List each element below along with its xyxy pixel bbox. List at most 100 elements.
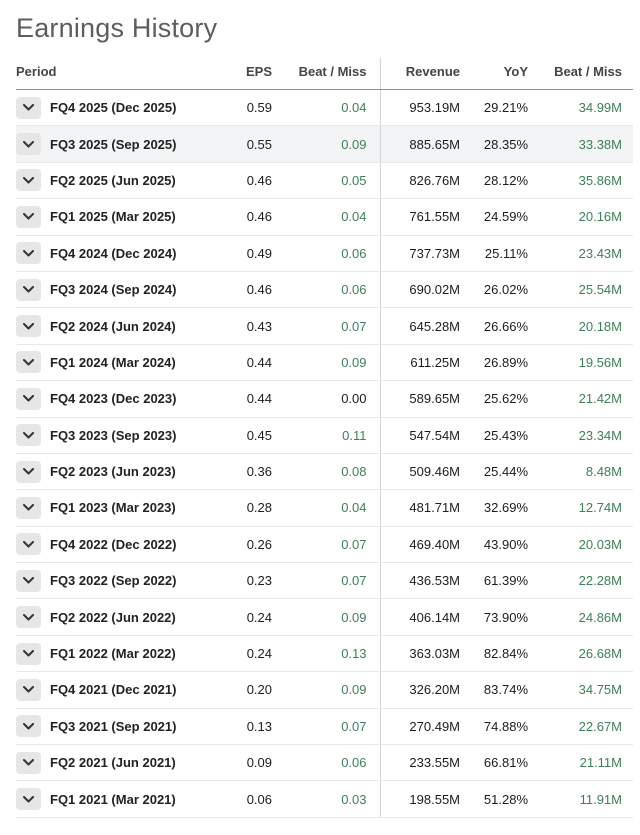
expand-row-button[interactable] (16, 642, 41, 665)
period-label: FQ4 2021 (Dec 2021) (50, 682, 177, 698)
period-label: FQ1 2025 (Mar 2025) (50, 209, 176, 225)
expand-row-button[interactable] (16, 678, 41, 701)
eps-value: 0.24 (176, 635, 272, 673)
yoy-value: 66.81% (460, 744, 528, 782)
eps-value: 0.36 (176, 453, 272, 491)
table-row: FQ4 2022 (Dec 2022) 0.26 0.07 469.40M 43… (16, 526, 633, 564)
eps-value: 0.24 (176, 598, 272, 636)
chevron-down-icon (23, 577, 34, 584)
period-label: FQ1 2024 (Mar 2024) (50, 354, 176, 370)
revenue-beat-value: 12.74M (528, 489, 633, 527)
expand-row-button[interactable] (16, 315, 41, 338)
eps-value: 0.13 (176, 708, 272, 746)
chevron-down-icon (23, 176, 34, 184)
table-row: FQ2 2021 (Jun 2021) 0.09 0.06 233.55M 66… (16, 744, 633, 782)
yoy-value: 25.43% (460, 417, 528, 454)
revenue-beat-value: 23.34M (528, 417, 633, 454)
chevron-down-icon (23, 540, 34, 548)
yoy-value: 51.28% (460, 780, 528, 818)
chevron-down-icon (23, 395, 34, 402)
table-row: FQ4 2021 (Dec 2021) 0.20 0.09 326.20M 83… (16, 671, 633, 709)
eps-value: 0.43 (176, 307, 272, 345)
eps-beat-value: 0.04 (272, 198, 380, 236)
expand-row-button[interactable] (16, 751, 41, 774)
eps-beat-value: 0.09 (272, 598, 380, 636)
yoy-value: 83.74% (460, 671, 528, 709)
revenue-beat-value: 20.18M (528, 307, 633, 345)
eps-beat-value: 0.07 (272, 562, 380, 600)
period-label: FQ1 2023 (Mar 2023) (50, 500, 176, 516)
revenue-value: 885.65M (379, 125, 460, 163)
yoy-value: 82.84% (460, 635, 528, 673)
revenue-value: 737.73M (379, 235, 460, 272)
eps-value: 0.59 (176, 89, 272, 127)
eps-value: 0.09 (176, 744, 272, 782)
chevron-down-icon (23, 249, 34, 257)
eps-value: 0.49 (176, 235, 272, 272)
expand-row-button[interactable] (16, 205, 41, 228)
table-row: FQ1 2023 (Mar 2023) 0.28 0.04 481.71M 32… (16, 489, 633, 527)
expand-row-button[interactable] (16, 387, 41, 410)
revenue-beat-value: 20.16M (528, 198, 633, 236)
chevron-down-icon (23, 431, 34, 439)
col-header-revenue-beat-miss: Beat / Miss (528, 58, 633, 90)
expand-row-button[interactable] (16, 351, 41, 374)
expand-row-button[interactable] (16, 278, 41, 301)
expand-row-button[interactable] (16, 424, 41, 447)
eps-beat-value: 0.07 (272, 307, 380, 345)
period-label: FQ1 2022 (Mar 2022) (50, 646, 176, 662)
period-label: FQ3 2023 (Sep 2023) (50, 427, 177, 443)
expand-row-button[interactable] (16, 133, 41, 156)
eps-value: 0.44 (176, 344, 272, 382)
revenue-value: 826.76M (379, 162, 460, 200)
expand-row-button[interactable] (16, 788, 41, 811)
revenue-beat-value: 19.56M (528, 344, 633, 382)
earnings-history-table: Period EPS Beat / Miss Revenue YoY Beat … (16, 58, 633, 818)
period-label: FQ2 2025 (Jun 2025) (50, 172, 176, 188)
table-row: FQ1 2024 (Mar 2024) 0.44 0.09 611.25M 26… (16, 344, 633, 382)
expand-row-button[interactable] (16, 606, 41, 629)
expand-row-button[interactable] (16, 533, 41, 556)
chevron-down-icon (23, 213, 34, 220)
revenue-value: 761.55M (379, 198, 460, 236)
revenue-beat-value: 22.67M (528, 708, 633, 746)
eps-beat-value: 0.04 (272, 489, 380, 527)
eps-value: 0.06 (176, 780, 272, 818)
yoy-value: 26.66% (460, 307, 528, 345)
revenue-beat-value: 24.86M (528, 598, 633, 636)
revenue-value: 953.19M (379, 89, 460, 127)
expand-row-button[interactable] (16, 96, 41, 119)
table-row: FQ2 2024 (Jun 2024) 0.43 0.07 645.28M 26… (16, 307, 633, 345)
table-row: FQ3 2021 (Sep 2021) 0.13 0.07 270.49M 74… (16, 708, 633, 746)
eps-value: 0.28 (176, 489, 272, 527)
eps-beat-value: 0.09 (272, 671, 380, 709)
revenue-beat-value: 33.38M (528, 125, 633, 163)
eps-value: 0.46 (176, 198, 272, 236)
expand-row-button[interactable] (16, 460, 41, 483)
revenue-value: 326.20M (379, 671, 460, 709)
expand-row-button[interactable] (16, 496, 41, 519)
chevron-down-icon (23, 722, 34, 730)
eps-beat-value: 0.00 (272, 380, 380, 418)
eps-beat-value: 0.06 (272, 271, 380, 309)
table-row: FQ3 2024 (Sep 2024) 0.46 0.06 690.02M 26… (16, 271, 633, 309)
revenue-value: 406.14M (379, 598, 460, 636)
table-row: FQ4 2025 (Dec 2025) 0.59 0.04 953.19M 29… (16, 89, 633, 127)
eps-beat-value: 0.07 (272, 708, 380, 746)
eps-beat-value: 0.07 (272, 526, 380, 564)
expand-row-button[interactable] (16, 169, 41, 192)
period-label: FQ2 2023 (Jun 2023) (50, 464, 176, 480)
table-row: FQ1 2022 (Mar 2022) 0.24 0.13 363.03M 82… (16, 635, 633, 673)
expand-row-button[interactable] (16, 715, 41, 738)
expand-row-button[interactable] (16, 242, 41, 265)
period-label: FQ4 2023 (Dec 2023) (50, 391, 177, 407)
eps-beat-value: 0.06 (272, 235, 380, 272)
yoy-value: 24.59% (460, 198, 528, 236)
eps-beat-value: 0.03 (272, 780, 380, 818)
revenue-value: 481.71M (379, 489, 460, 527)
revenue-value: 509.46M (379, 453, 460, 491)
yoy-value: 61.39% (460, 562, 528, 600)
revenue-beat-value: 35.86M (528, 162, 633, 200)
eps-beat-value: 0.08 (272, 453, 380, 491)
expand-row-button[interactable] (16, 569, 41, 592)
